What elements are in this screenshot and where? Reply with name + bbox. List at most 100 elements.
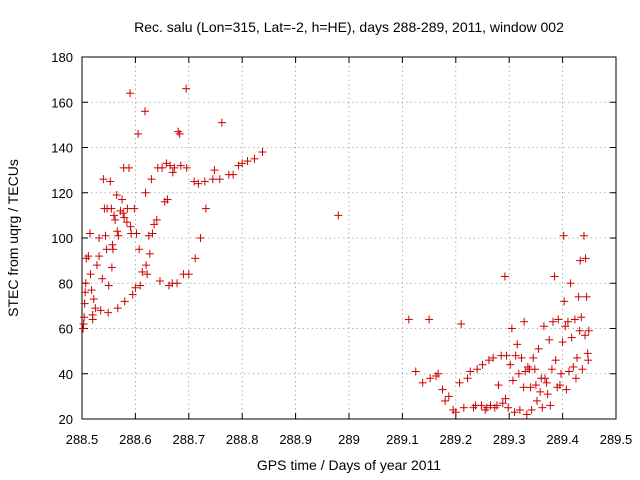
data-point bbox=[581, 331, 590, 340]
data-point bbox=[210, 166, 219, 175]
data-point bbox=[582, 292, 591, 301]
data-point bbox=[132, 229, 141, 238]
data-point bbox=[152, 215, 161, 224]
data-point bbox=[563, 317, 572, 326]
data-point bbox=[182, 163, 191, 172]
data-point bbox=[110, 211, 119, 220]
data-point bbox=[131, 283, 140, 292]
data-point bbox=[123, 204, 132, 213]
data-point bbox=[579, 231, 588, 240]
data-point bbox=[234, 161, 243, 170]
data-point bbox=[441, 396, 450, 405]
data-point bbox=[190, 177, 199, 186]
data-point bbox=[529, 353, 538, 362]
data-point bbox=[95, 252, 104, 261]
data-point bbox=[548, 317, 557, 326]
data-point bbox=[545, 335, 554, 344]
data-point bbox=[547, 365, 556, 374]
data-point bbox=[130, 204, 139, 213]
data-point bbox=[521, 367, 530, 376]
data-point bbox=[576, 256, 585, 265]
data-point bbox=[184, 270, 193, 279]
data-point bbox=[581, 254, 590, 263]
data-point bbox=[538, 403, 547, 412]
data-point bbox=[559, 231, 568, 240]
data-point bbox=[91, 304, 100, 313]
data-point bbox=[196, 234, 205, 242]
data-point bbox=[539, 322, 548, 331]
data-point bbox=[540, 374, 549, 383]
data-point bbox=[258, 148, 267, 157]
data-point bbox=[482, 403, 491, 412]
data-point bbox=[570, 315, 579, 324]
data-point bbox=[550, 272, 559, 281]
data-point bbox=[432, 372, 441, 381]
data-point bbox=[508, 376, 517, 385]
data-point bbox=[84, 252, 93, 261]
data-point bbox=[481, 405, 490, 414]
data-point bbox=[511, 351, 520, 360]
data-point bbox=[404, 315, 413, 324]
data-point bbox=[506, 360, 515, 369]
data-point bbox=[138, 267, 147, 276]
y-tick-label: 20 bbox=[59, 412, 73, 427]
data-point bbox=[162, 159, 171, 168]
x-tick-label: 289.4 bbox=[546, 432, 579, 447]
data-point bbox=[136, 281, 145, 290]
data-point bbox=[99, 175, 108, 184]
data-point bbox=[500, 272, 509, 281]
data-point bbox=[243, 157, 252, 166]
data-point bbox=[527, 405, 536, 414]
data-point bbox=[118, 195, 127, 204]
data-point bbox=[534, 344, 543, 353]
data-point bbox=[543, 390, 552, 399]
x-tick-label: 288.5 bbox=[66, 432, 99, 447]
data-point bbox=[558, 338, 567, 347]
data-point bbox=[194, 179, 203, 188]
data-point bbox=[444, 392, 453, 401]
y-tick-label: 120 bbox=[51, 186, 73, 201]
data-point bbox=[87, 286, 96, 295]
data-point bbox=[536, 387, 545, 396]
data-point bbox=[492, 401, 501, 410]
data-point bbox=[89, 295, 98, 304]
data-point bbox=[517, 353, 526, 362]
data-point bbox=[80, 299, 89, 308]
data-point bbox=[542, 378, 551, 387]
data-point bbox=[168, 168, 177, 177]
data-point bbox=[501, 394, 510, 403]
data-point bbox=[126, 222, 135, 231]
data-point bbox=[562, 385, 571, 394]
data-point bbox=[135, 245, 144, 254]
data-point bbox=[498, 399, 507, 408]
x-tick-label: 288.8 bbox=[226, 432, 259, 447]
data-point bbox=[86, 270, 95, 279]
data-point bbox=[520, 317, 529, 326]
data-point bbox=[573, 353, 582, 362]
data-point bbox=[141, 188, 150, 197]
data-point bbox=[519, 383, 528, 392]
data-point bbox=[101, 231, 110, 240]
data-point bbox=[457, 319, 466, 328]
data-point bbox=[141, 107, 150, 116]
data-point bbox=[494, 381, 503, 390]
data-point bbox=[111, 215, 120, 224]
data-point bbox=[502, 351, 511, 360]
y-tick-label: 100 bbox=[51, 231, 73, 246]
data-point bbox=[546, 401, 555, 410]
data-points bbox=[79, 84, 593, 419]
data-point bbox=[434, 369, 443, 378]
data-point bbox=[575, 326, 584, 335]
x-tick-label: 289.5 bbox=[600, 432, 633, 447]
data-point bbox=[79, 324, 88, 333]
y-tick-label: 80 bbox=[59, 276, 73, 291]
data-point bbox=[229, 170, 238, 179]
data-point bbox=[514, 369, 523, 378]
data-point bbox=[574, 292, 583, 301]
data-point bbox=[114, 231, 123, 240]
x-tick-label: 289.1 bbox=[386, 432, 419, 447]
data-point bbox=[507, 324, 516, 333]
data-point bbox=[150, 220, 159, 229]
data-point bbox=[561, 322, 570, 331]
